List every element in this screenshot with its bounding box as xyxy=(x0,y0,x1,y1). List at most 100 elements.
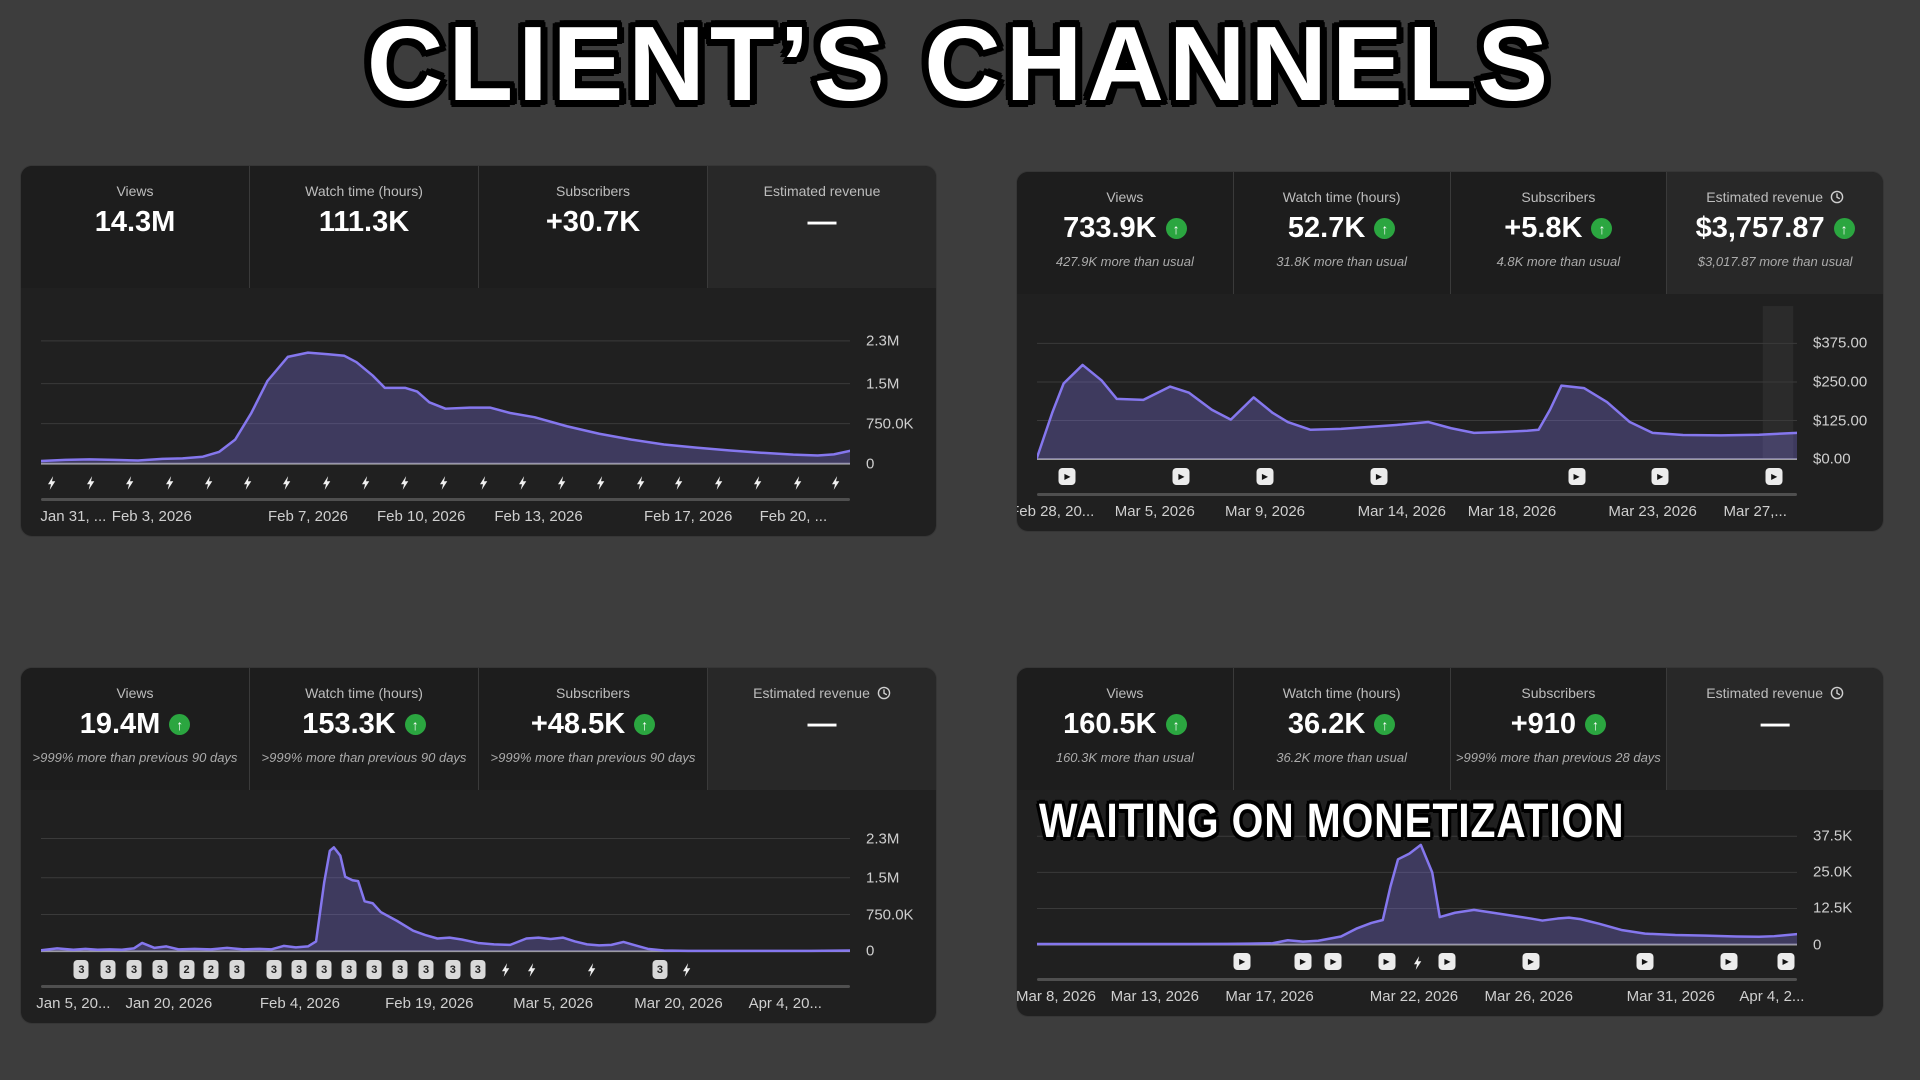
video-count-badge-icon[interactable]: 2 xyxy=(179,960,195,979)
stat-card-watch-time[interactable]: Watch time (hours) 36.2K ↑ 36.2K more th… xyxy=(1232,668,1450,790)
shorts-icon[interactable] xyxy=(435,473,451,492)
video-count-badge-icon[interactable]: 3 xyxy=(73,960,89,979)
video-play-icon[interactable]: ▶ xyxy=(1568,468,1586,485)
video-count-badge-icon[interactable]: 2 xyxy=(203,960,219,979)
timeline-video-icons: ▶ ▶ ▶ ▶ ▶ ▶ ▶ ▶ ▶ xyxy=(1037,951,1797,977)
shorts-icon[interactable] xyxy=(670,473,686,492)
stat-label-row: Estimated revenue xyxy=(1667,189,1883,205)
video-play-icon[interactable]: ▶ xyxy=(1522,953,1540,970)
shorts-icon[interactable] xyxy=(396,473,412,492)
stat-value: 153.3K xyxy=(302,708,396,740)
video-count-badge-icon[interactable]: 3 xyxy=(366,960,382,979)
x-axis-date-label: Feb 17, 2026 xyxy=(643,508,733,525)
stat-card-views[interactable]: Views 733.9K ↑ 427.9K more than usual xyxy=(1017,172,1233,294)
stat-value: 111.3K xyxy=(318,206,410,238)
video-play-icon[interactable]: ▶ xyxy=(1256,468,1274,485)
shorts-icon[interactable] xyxy=(749,473,765,492)
shorts-icon[interactable] xyxy=(553,473,569,492)
video-count-badge-icon[interactable]: 3 xyxy=(152,960,168,979)
video-count-badge-icon[interactable]: 3 xyxy=(392,960,408,979)
stat-card-watch-time[interactable]: Watch time (hours) 153.3K ↑ >999% more t… xyxy=(249,668,478,790)
x-axis-dates: Jan 31, ... Feb 3, 2026 Feb 7, 2026 Feb 10,… xyxy=(40,506,850,528)
video-play-icon[interactable]: ▶ xyxy=(1438,953,1456,970)
shorts-icon[interactable] xyxy=(789,473,805,492)
video-count-badge-icon[interactable]: 3 xyxy=(266,960,282,979)
video-play-icon[interactable]: ▶ xyxy=(1720,953,1738,970)
stat-label: Views xyxy=(1106,685,1144,701)
video-count-badge-icon[interactable]: 3 xyxy=(291,960,307,979)
shorts-icon[interactable] xyxy=(318,473,334,492)
y-axis-tick-label: $375.00 xyxy=(1813,334,1868,352)
video-count-badge-icon[interactable]: 3 xyxy=(229,960,245,979)
video-play-icon[interactable]: ▶ xyxy=(1324,953,1342,970)
stat-value-row: 733.9K ↑ xyxy=(1017,214,1233,243)
shorts-icon[interactable] xyxy=(82,473,98,492)
video-play-icon[interactable]: ▶ xyxy=(1294,953,1312,970)
video-count-badge-icon[interactable]: 3 xyxy=(445,960,461,979)
stat-card-views[interactable]: Views 19.4M ↑ >999% more than previous 9… xyxy=(21,668,249,790)
stat-card-views[interactable]: Views 160.5K ↑ 160.3K more than usual xyxy=(1017,668,1233,790)
video-play-icon[interactable]: ▶ xyxy=(1370,468,1388,485)
stat-card-subscribers[interactable]: Subscribers +5.8K ↑ 4.8K more than usual xyxy=(1449,172,1667,294)
stat-card-subscribers[interactable]: Subscribers +30.7K xyxy=(478,166,707,288)
shorts-icon[interactable] xyxy=(583,960,599,979)
stat-card-revenue[interactable]: Estimated revenue — xyxy=(707,668,936,790)
video-play-icon[interactable]: ▶ xyxy=(1777,953,1795,970)
timeline-scrollbar[interactable] xyxy=(41,498,850,501)
video-play-icon[interactable]: ▶ xyxy=(1172,468,1190,485)
video-play-icon[interactable]: ▶ xyxy=(1636,953,1654,970)
shorts-icon[interactable] xyxy=(278,473,294,492)
clock-icon xyxy=(877,686,891,700)
shorts-icon[interactable] xyxy=(514,473,530,492)
timeline-scrollbar[interactable] xyxy=(1037,493,1797,496)
video-count-badge-icon[interactable]: 3 xyxy=(316,960,332,979)
stat-card-watch-time[interactable]: Watch time (hours) 111.3K xyxy=(249,166,478,288)
stat-label: Estimated revenue xyxy=(1706,685,1823,701)
shorts-icon[interactable] xyxy=(827,473,843,492)
video-count-badge-icon[interactable]: 3 xyxy=(100,960,116,979)
shorts-icon[interactable] xyxy=(43,473,59,492)
video-play-icon[interactable]: ▶ xyxy=(1651,468,1669,485)
shorts-icon[interactable] xyxy=(523,960,539,979)
shorts-icon[interactable] xyxy=(200,473,216,492)
stat-card-revenue[interactable]: Estimated revenue $3,757.87 ↑ $3,017.87 … xyxy=(1666,172,1883,294)
video-count-badge-icon[interactable]: 3 xyxy=(652,960,668,979)
stat-card-revenue[interactable]: Estimated revenue — xyxy=(1666,668,1883,790)
stat-value-row: +910 ↑ xyxy=(1451,710,1667,739)
stat-value: 36.2K xyxy=(1287,708,1366,740)
shorts-icon[interactable] xyxy=(1409,953,1425,972)
video-play-icon[interactable]: ▶ xyxy=(1378,953,1396,970)
shorts-icon[interactable] xyxy=(357,473,373,492)
trend-up-icon: ↑ xyxy=(1591,218,1613,239)
stat-card-watch-time[interactable]: Watch time (hours) 52.7K ↑ 31.8K more th… xyxy=(1232,172,1450,294)
video-count-badge-icon[interactable]: 3 xyxy=(418,960,434,979)
stat-value-row: 160.5K ↑ xyxy=(1017,710,1233,739)
shorts-icon[interactable] xyxy=(632,473,648,492)
shorts-icon[interactable] xyxy=(592,473,608,492)
timeline-scrollbar[interactable] xyxy=(1037,978,1797,981)
stat-comparison: 4.8K more than usual xyxy=(1496,254,1621,269)
stat-card-views[interactable]: Views 14.3M xyxy=(21,166,249,288)
video-play-icon[interactable]: ▶ xyxy=(1765,468,1783,485)
video-count-badge-icon[interactable]: 3 xyxy=(470,960,486,979)
x-axis-dates: Feb 28, 20... Mar 5, 2026 Mar 9, 2026 Mar 1… xyxy=(1017,501,1797,523)
stat-card-subscribers[interactable]: Subscribers +910 ↑ >999% more than previ… xyxy=(1449,668,1667,790)
shorts-icon[interactable] xyxy=(475,473,491,492)
video-count-badge-icon[interactable]: 3 xyxy=(341,960,357,979)
video-play-icon[interactable]: ▶ xyxy=(1233,953,1251,970)
timeline-scrollbar[interactable] xyxy=(41,985,850,988)
stat-card-revenue[interactable]: Estimated revenue — xyxy=(707,166,936,288)
shorts-icon[interactable] xyxy=(239,473,255,492)
y-axis-tick-label: 0 xyxy=(866,942,875,960)
shorts-icon[interactable] xyxy=(121,473,137,492)
shorts-icon[interactable] xyxy=(710,473,726,492)
video-play-icon[interactable]: ▶ xyxy=(1058,468,1076,485)
shorts-icon[interactable] xyxy=(161,473,177,492)
stat-card-subscribers[interactable]: Subscribers +48.5K ↑ >999% more than pre… xyxy=(478,668,707,790)
x-axis-date-label: Mar 18, 2026 xyxy=(1467,503,1557,520)
shorts-icon[interactable] xyxy=(678,960,694,979)
stat-value: +5.8K xyxy=(1504,212,1583,244)
shorts-icon[interactable] xyxy=(497,960,513,979)
video-count-badge-icon[interactable]: 3 xyxy=(126,960,142,979)
